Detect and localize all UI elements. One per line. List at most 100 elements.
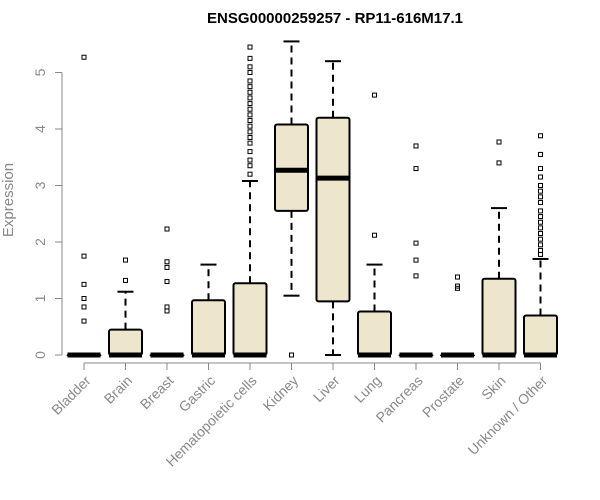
outlier-point	[81, 253, 87, 259]
outlier-point	[247, 106, 253, 112]
x-tick-label: Skin	[478, 372, 509, 403]
outlier-point	[538, 166, 543, 172]
outlier-point	[81, 296, 87, 301]
box-liver	[315, 60, 351, 356]
outlier-point	[247, 101, 253, 107]
outlier-point	[247, 140, 253, 146]
x-tick-label: Bladder	[48, 372, 94, 418]
iqr-box	[523, 314, 558, 357]
outlier-point	[496, 160, 502, 166]
outlier-point	[538, 231, 543, 237]
y-tick-label: 3	[32, 181, 48, 189]
box-gastric	[191, 263, 226, 358]
outlier-point	[538, 219, 543, 225]
outlier-point	[81, 304, 87, 310]
iqr-box	[357, 310, 392, 356]
box-breast	[149, 226, 185, 358]
box-bladder	[66, 54, 102, 358]
box-brain	[108, 257, 143, 358]
iqr-box	[274, 123, 309, 212]
box-kidney	[274, 40, 309, 358]
y-tick-label: 0	[32, 351, 48, 359]
x-tick-label: Kidney	[260, 372, 302, 414]
outlier-point	[81, 281, 87, 287]
outlier-point	[496, 139, 502, 145]
outlier-point	[289, 352, 294, 358]
outlier-point	[81, 54, 87, 60]
outlier-point	[538, 208, 543, 214]
y-axis: 0 1 2 3 4 5	[32, 68, 63, 359]
outlier-point	[164, 308, 170, 314]
x-tick-label: Prostate	[419, 372, 467, 420]
outlier-point	[455, 285, 460, 291]
outlier-point	[538, 194, 543, 200]
outlier-point	[247, 112, 253, 118]
outlier-point	[413, 240, 419, 246]
box-lung	[357, 92, 392, 358]
outlier-point	[247, 163, 253, 169]
outlier-point	[538, 214, 543, 220]
outlier-point	[247, 171, 253, 177]
outlier-point	[164, 264, 170, 270]
outlier-point	[413, 257, 419, 263]
outlier-point	[413, 166, 419, 172]
x-tick-label: Brain	[101, 372, 135, 406]
outlier-point	[538, 236, 543, 242]
y-tick-label: 2	[32, 238, 48, 246]
outlier-point	[413, 143, 419, 149]
iqr-box	[191, 299, 226, 357]
y-axis-label: Expression	[0, 163, 17, 237]
outlier-point	[538, 188, 543, 194]
outlier-point	[538, 242, 543, 248]
outlier-point	[538, 247, 543, 253]
iqr-box	[232, 282, 268, 356]
outlier-point	[538, 183, 543, 188]
x-tick-label: Liver	[310, 372, 343, 405]
outlier-point	[81, 318, 87, 324]
box-series	[66, 40, 558, 358]
outlier-point	[538, 174, 543, 180]
x-tick-label: Breast	[137, 372, 177, 412]
outlier-point	[164, 226, 170, 232]
chart-title: ENSG00000259257 - RP11-616M17.1	[207, 10, 463, 27]
outlier-point	[247, 55, 253, 61]
outlier-point	[247, 149, 253, 155]
outlier-point	[372, 92, 377, 98]
outlier-point	[538, 199, 543, 205]
y-tick-label: 5	[32, 68, 48, 76]
outlier-point	[247, 134, 253, 140]
y-tick-label: 1	[32, 294, 48, 302]
outlier-point	[247, 118, 253, 124]
x-tick-label: Unknown / Other	[465, 372, 551, 458]
outlier-point	[538, 133, 543, 139]
outlier-point	[247, 84, 253, 90]
outlier-point	[538, 225, 543, 231]
outlier-point	[164, 304, 170, 310]
box-unknown-other	[523, 133, 558, 358]
outlier-point	[247, 129, 253, 135]
iqr-box	[315, 116, 351, 303]
box-hematopoietic-cells	[232, 44, 268, 358]
iqr-box	[481, 277, 517, 357]
outlier-point	[247, 157, 253, 163]
outlier-point	[413, 273, 419, 279]
outlier-point	[123, 257, 128, 263]
outlier-point	[247, 64, 253, 70]
outlier-point	[372, 232, 377, 238]
outlier-point	[247, 78, 253, 84]
outlier-point	[247, 70, 253, 75]
outlier-point	[247, 89, 253, 95]
outlier-point	[538, 251, 543, 257]
outlier-point	[164, 279, 170, 285]
outlier-point	[455, 274, 460, 280]
outlier-point	[247, 123, 253, 129]
box-pancreas	[398, 143, 434, 358]
box-skin	[481, 139, 517, 358]
outlier-point	[164, 259, 170, 265]
iqr-box	[108, 328, 143, 357]
outlier-point	[247, 95, 253, 101]
outlier-point	[538, 151, 543, 157]
outlier-point	[123, 277, 128, 283]
